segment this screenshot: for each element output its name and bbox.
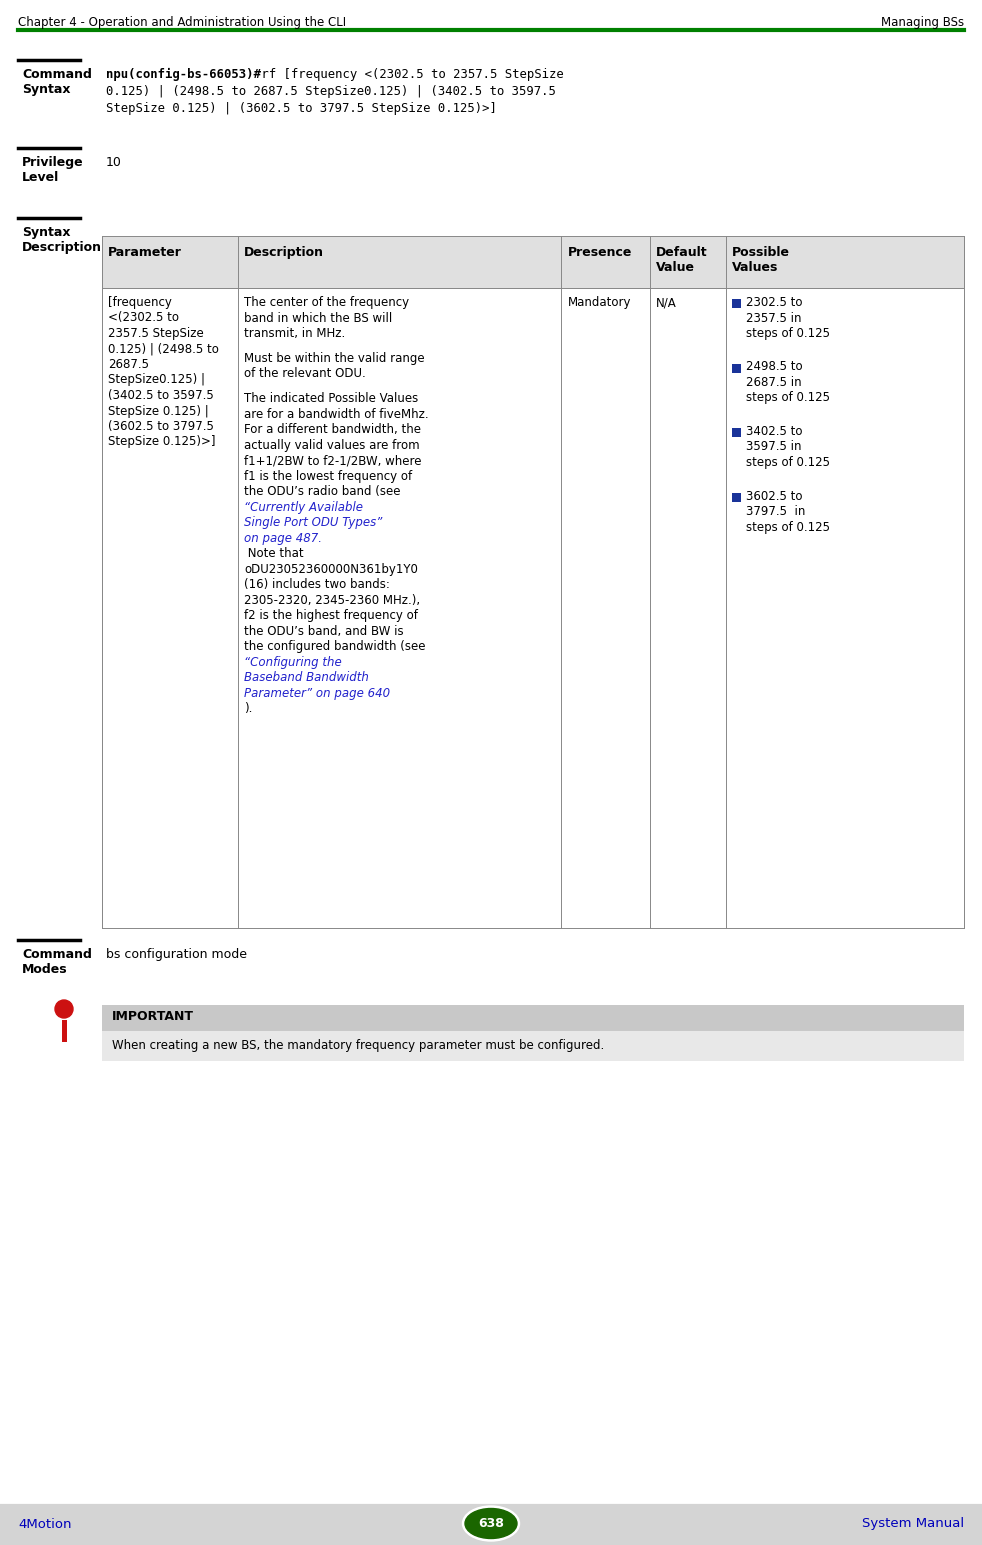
- Text: <(2302.5 to: <(2302.5 to: [108, 312, 179, 324]
- Text: 2305-2320, 2345-2360 MHz.),: 2305-2320, 2345-2360 MHz.),: [245, 593, 420, 607]
- Text: 4Motion: 4Motion: [18, 1517, 72, 1531]
- Text: “Currently Available: “Currently Available: [245, 501, 363, 513]
- Text: Note that: Note that: [245, 547, 303, 561]
- Text: steps of 0.125: steps of 0.125: [746, 328, 830, 340]
- Text: Chapter 4 - Operation and Administration Using the CLI: Chapter 4 - Operation and Administration…: [18, 15, 346, 29]
- Text: the ODU’s band, and BW is: the ODU’s band, and BW is: [245, 624, 404, 638]
- Bar: [733, 493, 741, 502]
- Text: 0.125) | (2498.5 to: 0.125) | (2498.5 to: [108, 343, 219, 355]
- Text: ).: ).: [245, 701, 252, 715]
- Text: 2687.5: 2687.5: [108, 358, 149, 371]
- Text: 2357.5 in: 2357.5 in: [746, 312, 801, 324]
- Text: Single Port ODU Types”: Single Port ODU Types”: [245, 516, 383, 528]
- Bar: [0, 1502, 982, 1545]
- Text: f1 is the lowest frequency of: f1 is the lowest frequency of: [245, 470, 412, 482]
- Text: rf [frequency <(2302.5 to 2357.5 StepSize: rf [frequency <(2302.5 to 2357.5 StepSiz…: [254, 68, 564, 80]
- Text: StepSize 0.125)>]: StepSize 0.125)>]: [108, 436, 215, 448]
- Text: on page 487.: on page 487.: [245, 531, 322, 544]
- Text: Baseband Bandwidth: Baseband Bandwidth: [245, 671, 369, 684]
- Text: npu(config-bs-66053)#: npu(config-bs-66053)#: [106, 68, 261, 80]
- Text: System Manual: System Manual: [862, 1517, 964, 1531]
- Text: of the relevant ODU.: of the relevant ODU.: [245, 368, 366, 380]
- Text: steps of 0.125: steps of 0.125: [746, 391, 830, 405]
- Text: N/A: N/A: [656, 297, 677, 309]
- Bar: [102, 1031, 964, 1061]
- Text: Parameter: Parameter: [108, 246, 182, 260]
- Text: 2302.5 to: 2302.5 to: [746, 297, 802, 309]
- Text: Description: Description: [245, 246, 324, 260]
- Text: IMPORTANT: IMPORTANT: [112, 1010, 194, 1023]
- Text: 2687.5 in: 2687.5 in: [746, 375, 801, 389]
- Text: (3402.5 to 3597.5: (3402.5 to 3597.5: [108, 389, 214, 402]
- Text: 638: 638: [478, 1517, 504, 1530]
- Text: The indicated Possible Values: The indicated Possible Values: [245, 392, 418, 405]
- Text: steps of 0.125: steps of 0.125: [746, 456, 830, 470]
- Ellipse shape: [465, 1508, 517, 1539]
- Text: For a different bandwidth, the: For a different bandwidth, the: [245, 423, 421, 436]
- Text: steps of 0.125: steps of 0.125: [746, 521, 830, 533]
- Text: Syntax
Description: Syntax Description: [22, 226, 102, 253]
- Text: StepSize 0.125) |: StepSize 0.125) |: [108, 405, 209, 417]
- Text: Possible
Values: Possible Values: [733, 246, 791, 273]
- Circle shape: [55, 1000, 73, 1018]
- Text: StepSize0.125) |: StepSize0.125) |: [108, 374, 205, 386]
- Text: Must be within the valid range: Must be within the valid range: [245, 352, 425, 365]
- Text: oDU23052360000N361by1Y0: oDU23052360000N361by1Y0: [245, 562, 418, 576]
- Text: band in which the BS will: band in which the BS will: [245, 312, 393, 324]
- Text: Presence: Presence: [568, 246, 631, 260]
- Text: actually valid values are from: actually valid values are from: [245, 439, 420, 451]
- Text: “Configuring the: “Configuring the: [245, 655, 342, 669]
- Bar: [733, 363, 741, 372]
- Text: the ODU’s radio band (see: the ODU’s radio band (see: [245, 485, 401, 497]
- Text: (3602.5 to 3797.5: (3602.5 to 3797.5: [108, 420, 214, 433]
- Text: Managing BSs: Managing BSs: [881, 15, 964, 29]
- Text: Parameter” on page 640: Parameter” on page 640: [245, 686, 390, 700]
- Text: StepSize 0.125) | (3602.5 to 3797.5 StepSize 0.125)>]: StepSize 0.125) | (3602.5 to 3797.5 Step…: [106, 102, 497, 114]
- Text: 3597.5 in: 3597.5 in: [746, 440, 801, 454]
- Ellipse shape: [463, 1506, 519, 1540]
- Text: Privilege
Level: Privilege Level: [22, 156, 83, 184]
- Bar: [733, 428, 741, 437]
- Text: Command
Syntax: Command Syntax: [22, 68, 92, 96]
- Text: are for a bandwidth of fiveMhz.: are for a bandwidth of fiveMhz.: [245, 408, 429, 420]
- Text: transmit, in MHz.: transmit, in MHz.: [245, 328, 346, 340]
- Text: 0.125) | (2498.5 to 2687.5 StepSize0.125) | (3402.5 to 3597.5: 0.125) | (2498.5 to 2687.5 StepSize0.125…: [106, 85, 556, 97]
- Bar: [102, 287, 964, 929]
- Text: f1+1/2BW to f2-1/2BW, where: f1+1/2BW to f2-1/2BW, where: [245, 454, 421, 467]
- Text: Command
Modes: Command Modes: [22, 949, 92, 976]
- Text: 3797.5  in: 3797.5 in: [746, 505, 805, 518]
- Text: Mandatory: Mandatory: [568, 297, 631, 309]
- Text: Default
Value: Default Value: [656, 246, 708, 273]
- Text: The center of the frequency: The center of the frequency: [245, 297, 409, 309]
- Text: f2 is the highest frequency of: f2 is the highest frequency of: [245, 609, 418, 623]
- Text: 10: 10: [106, 156, 122, 168]
- Text: 2498.5 to: 2498.5 to: [746, 360, 802, 374]
- Text: [frequency: [frequency: [108, 297, 172, 309]
- Text: 3402.5 to: 3402.5 to: [746, 425, 802, 437]
- Text: 3602.5 to: 3602.5 to: [746, 490, 802, 502]
- Bar: [102, 236, 964, 287]
- Text: When creating a new BS, the mandatory frequency parameter must be configured.: When creating a new BS, the mandatory fr…: [112, 1038, 604, 1052]
- Bar: [733, 300, 741, 307]
- Text: bs configuration mode: bs configuration mode: [106, 949, 247, 961]
- Text: (16) includes two bands:: (16) includes two bands:: [245, 578, 390, 592]
- Bar: [62, 1020, 67, 1041]
- Text: 2357.5 StepSize: 2357.5 StepSize: [108, 328, 203, 340]
- Bar: [102, 1004, 964, 1031]
- Text: the configured bandwidth (see: the configured bandwidth (see: [245, 640, 425, 654]
